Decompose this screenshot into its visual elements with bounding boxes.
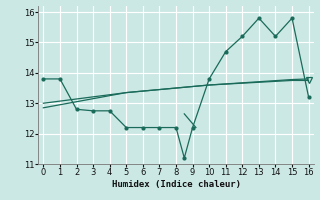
X-axis label: Humidex (Indice chaleur): Humidex (Indice chaleur) [111,180,241,189]
